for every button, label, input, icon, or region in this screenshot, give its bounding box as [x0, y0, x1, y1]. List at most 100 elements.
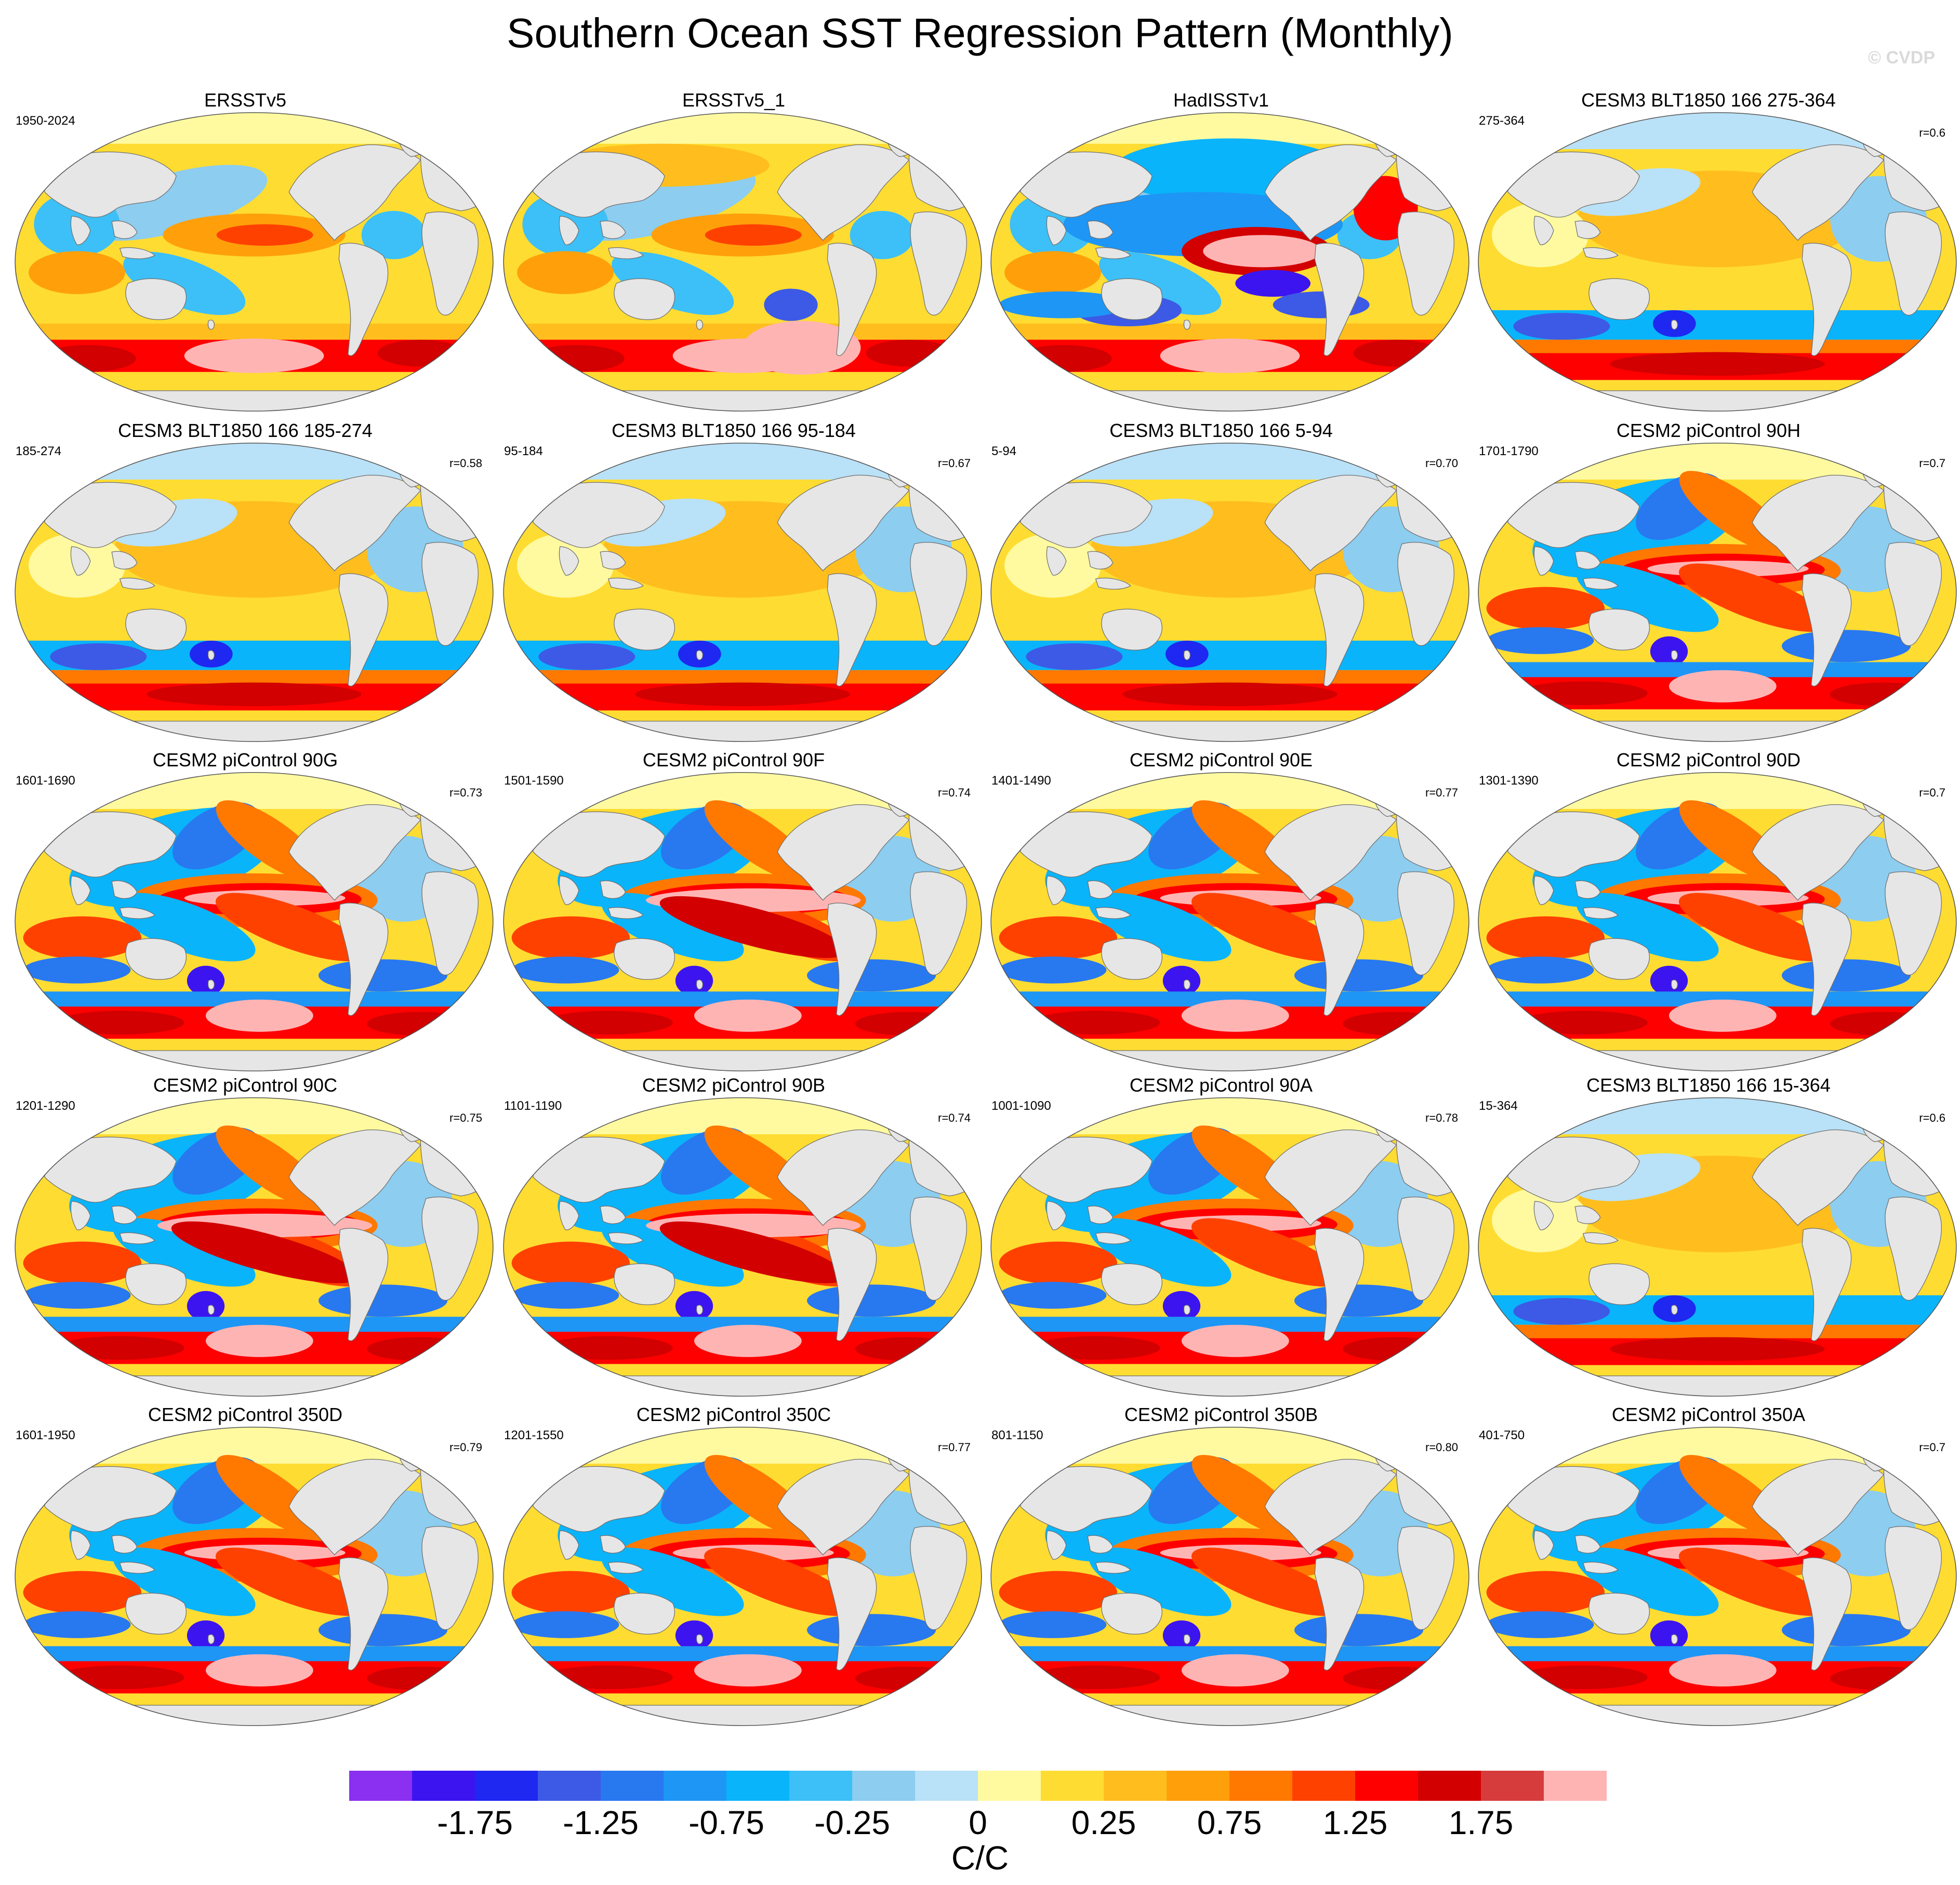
- colorbar-swatch: [1104, 1771, 1167, 1801]
- panel-title: CESM2 piControl 350D: [148, 1404, 343, 1425]
- map-panel: CESM2 piControl 90E 1401-1490 r=0.77: [982, 748, 1469, 1081]
- panel-title: CESM2 piControl 90G: [152, 749, 338, 771]
- panel-title: ERSSTv5: [204, 89, 287, 111]
- panel-title: CESM3 BLT1850 166 275-364: [1581, 89, 1836, 111]
- map-panel: CESM2 piControl 350C 1201-1550 r=0.77: [495, 1403, 982, 1735]
- panel-correlation: r=0.79: [449, 1441, 482, 1454]
- sst-map: [15, 1426, 494, 1727]
- panel-correlation: r=0.6: [1919, 126, 1945, 139]
- sst-map: [1478, 112, 1957, 412]
- panel-years: 95-184: [504, 444, 543, 458]
- panel-title: CESM2 piControl 90D: [1616, 749, 1801, 771]
- map-panel: CESM3 BLT1850 166 5-94 5-94 r=0.70: [982, 419, 1469, 751]
- colorbar-swatch: [601, 1771, 664, 1801]
- panel-years: 15-364: [1479, 1099, 1518, 1113]
- panel-title: CESM2 piControl 350C: [636, 1404, 831, 1425]
- panel-years: 1101-1190: [504, 1099, 562, 1113]
- sst-map: [15, 772, 494, 1072]
- panel-years: 1601-1950: [16, 1428, 75, 1442]
- sst-map: [503, 1426, 982, 1727]
- sst-map: [15, 112, 494, 412]
- colorbar-swatch: [664, 1771, 727, 1801]
- colorbar-tick-label: 0.75: [1197, 1804, 1262, 1841]
- panel-correlation: r=0.58: [449, 457, 482, 470]
- map-panel: CESM2 piControl 90G 1601-1690 r=0.73: [6, 748, 494, 1081]
- colorbar-tick-label: -1.25: [563, 1804, 639, 1841]
- colorbar-tick-label: 1.25: [1322, 1804, 1388, 1841]
- colorbar-swatch: [1041, 1771, 1104, 1801]
- panel-correlation: r=0.78: [1425, 1111, 1458, 1124]
- sst-map: [1478, 442, 1957, 742]
- map-panel: CESM2 piControl 90H 1701-1790 r=0.7: [1469, 419, 1957, 751]
- panel-title: CESM2 piControl 90B: [642, 1074, 826, 1096]
- sst-map: [15, 1097, 494, 1397]
- panel-title: ERSSTv5_1: [682, 89, 786, 111]
- colorbar-swatch: [1229, 1771, 1293, 1801]
- panel-title: CESM2 piControl 90E: [1129, 749, 1313, 771]
- panel-title: CESM3 BLT1850 166 185-274: [118, 420, 373, 441]
- sst-map: [503, 1097, 982, 1397]
- map-panel: CESM3 BLT1850 166 95-184 95-184 r=0.67: [495, 419, 982, 751]
- sst-map: [503, 772, 982, 1072]
- panel-years: 1601-1690: [16, 774, 75, 788]
- sst-map: [990, 1097, 1469, 1397]
- panel-title: CESM3 BLT1850 166 5-94: [1109, 420, 1333, 441]
- watermark: © CVDP: [1868, 48, 1935, 68]
- panel-title: CESM2 piControl 90F: [642, 749, 825, 771]
- sst-map: [1478, 772, 1957, 1072]
- figure-title: Southern Ocean SST Regression Pattern (M…: [507, 10, 1453, 56]
- panel-years: 1401-1490: [991, 774, 1051, 788]
- panel-years: 1201-1550: [504, 1428, 564, 1442]
- panel-years: 185-274: [16, 444, 62, 458]
- panel-title: CESM2 piControl 90A: [1129, 1074, 1313, 1096]
- map-panel: CESM2 piControl 90F 1501-1590 r=0.74: [495, 748, 982, 1081]
- map-panel: ERSSTv5_1: [495, 88, 982, 421]
- sst-map: [990, 1426, 1469, 1727]
- panel-years: 1501-1590: [504, 774, 564, 788]
- panel-title: CESM3 BLT1850 166 95-184: [612, 420, 856, 441]
- panel-title: CESM2 piControl 350A: [1611, 1404, 1806, 1425]
- sst-map: [1478, 1097, 1957, 1397]
- sst-map: [990, 112, 1469, 412]
- sst-map: [990, 442, 1469, 742]
- panel-title: HadISSTv1: [1173, 89, 1269, 111]
- sst-map: [15, 442, 494, 742]
- colorbar-swatch: [726, 1771, 790, 1801]
- sst-map: [503, 442, 982, 742]
- colorbar-swatch: [1481, 1771, 1544, 1801]
- colorbar-swatch: [1544, 1771, 1607, 1801]
- panel-correlation: r=0.73: [449, 786, 482, 799]
- map-panel: HadISSTv1: [982, 88, 1469, 421]
- panel-years: 1001-1090: [991, 1099, 1051, 1113]
- colorbar-tick-label: -1.75: [437, 1804, 513, 1841]
- map-panel: CESM2 piControl 90C 1201-1290 r=0.75: [6, 1073, 494, 1406]
- panel-years: 275-364: [1479, 114, 1525, 128]
- panel-years: 1701-1790: [1479, 444, 1539, 458]
- colorbar: [349, 1771, 1607, 1801]
- sst-map: [990, 772, 1469, 1072]
- colorbar-swatch: [852, 1771, 916, 1801]
- panel-correlation: r=0.75: [449, 1111, 482, 1124]
- map-panel: CESM2 piControl 90B 1101-1190 r=0.74: [495, 1073, 982, 1406]
- panel-correlation: r=0.77: [938, 1441, 971, 1454]
- panel-correlation: r=0.74: [938, 786, 971, 799]
- colorbar-swatch: [475, 1771, 538, 1801]
- panel-correlation: r=0.7: [1919, 1441, 1945, 1454]
- panel-years: 1301-1390: [1479, 774, 1539, 788]
- colorbar-swatch: [789, 1771, 853, 1801]
- map-panel: CESM3 BLT1850 166 15-364 15-364 r=0.6: [1469, 1073, 1957, 1406]
- panel-title: CESM2 piControl 90H: [1616, 420, 1801, 441]
- colorbar-swatch: [915, 1771, 978, 1801]
- colorbar-swatch: [1292, 1771, 1356, 1801]
- panel-correlation: r=0.6: [1919, 1111, 1945, 1124]
- map-panel: CESM3 BLT1850 166 185-274 185-274 r=0.58: [6, 419, 494, 751]
- colorbar-swatch: [1418, 1771, 1481, 1801]
- map-panel: CESM2 piControl 90A 1001-1090 r=0.78: [982, 1073, 1469, 1406]
- colorbar-swatch: [1355, 1771, 1419, 1801]
- panel-correlation: r=0.77: [1425, 786, 1458, 799]
- panel-years: 401-750: [1479, 1428, 1525, 1442]
- panel-title: CESM2 piControl 350B: [1124, 1404, 1318, 1425]
- sst-map: [1478, 1426, 1957, 1727]
- map-panel: ERSSTv5 1950-2024: [6, 88, 494, 421]
- panel-correlation: r=0.80: [1425, 1441, 1458, 1454]
